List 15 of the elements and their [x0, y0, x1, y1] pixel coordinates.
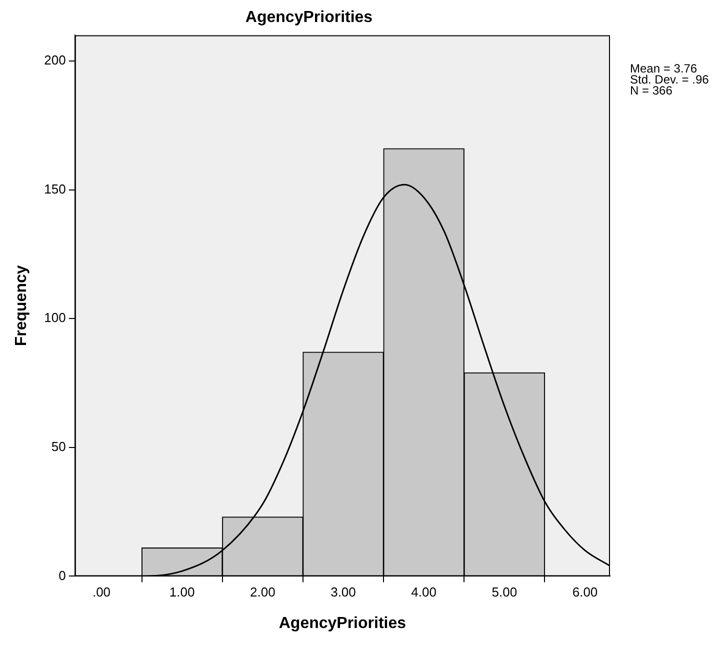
y-tick-label: 100 [44, 310, 66, 326]
x-axis-title: AgencyPriorities [278, 614, 406, 632]
y-tick-label: 150 [44, 181, 66, 196]
y-tick-label: 200 [44, 52, 66, 68]
chart-title: AgencyPriorities [245, 9, 373, 26]
y-tick-label: 50 [51, 438, 66, 454]
y-axis-title: Frequency [13, 265, 30, 346]
x-tick-label: 3.00 [330, 584, 356, 600]
y-tick-label: 0 [58, 568, 66, 583]
x-tick-label: 1.00 [169, 584, 195, 600]
x-tick-label: .00 [92, 584, 111, 600]
x-tick-label: 5.00 [492, 584, 518, 600]
x-tick-label: 4.00 [411, 584, 436, 600]
x-tick-label: 6.00 [572, 584, 598, 600]
x-tick-label: 2.00 [250, 584, 276, 600]
